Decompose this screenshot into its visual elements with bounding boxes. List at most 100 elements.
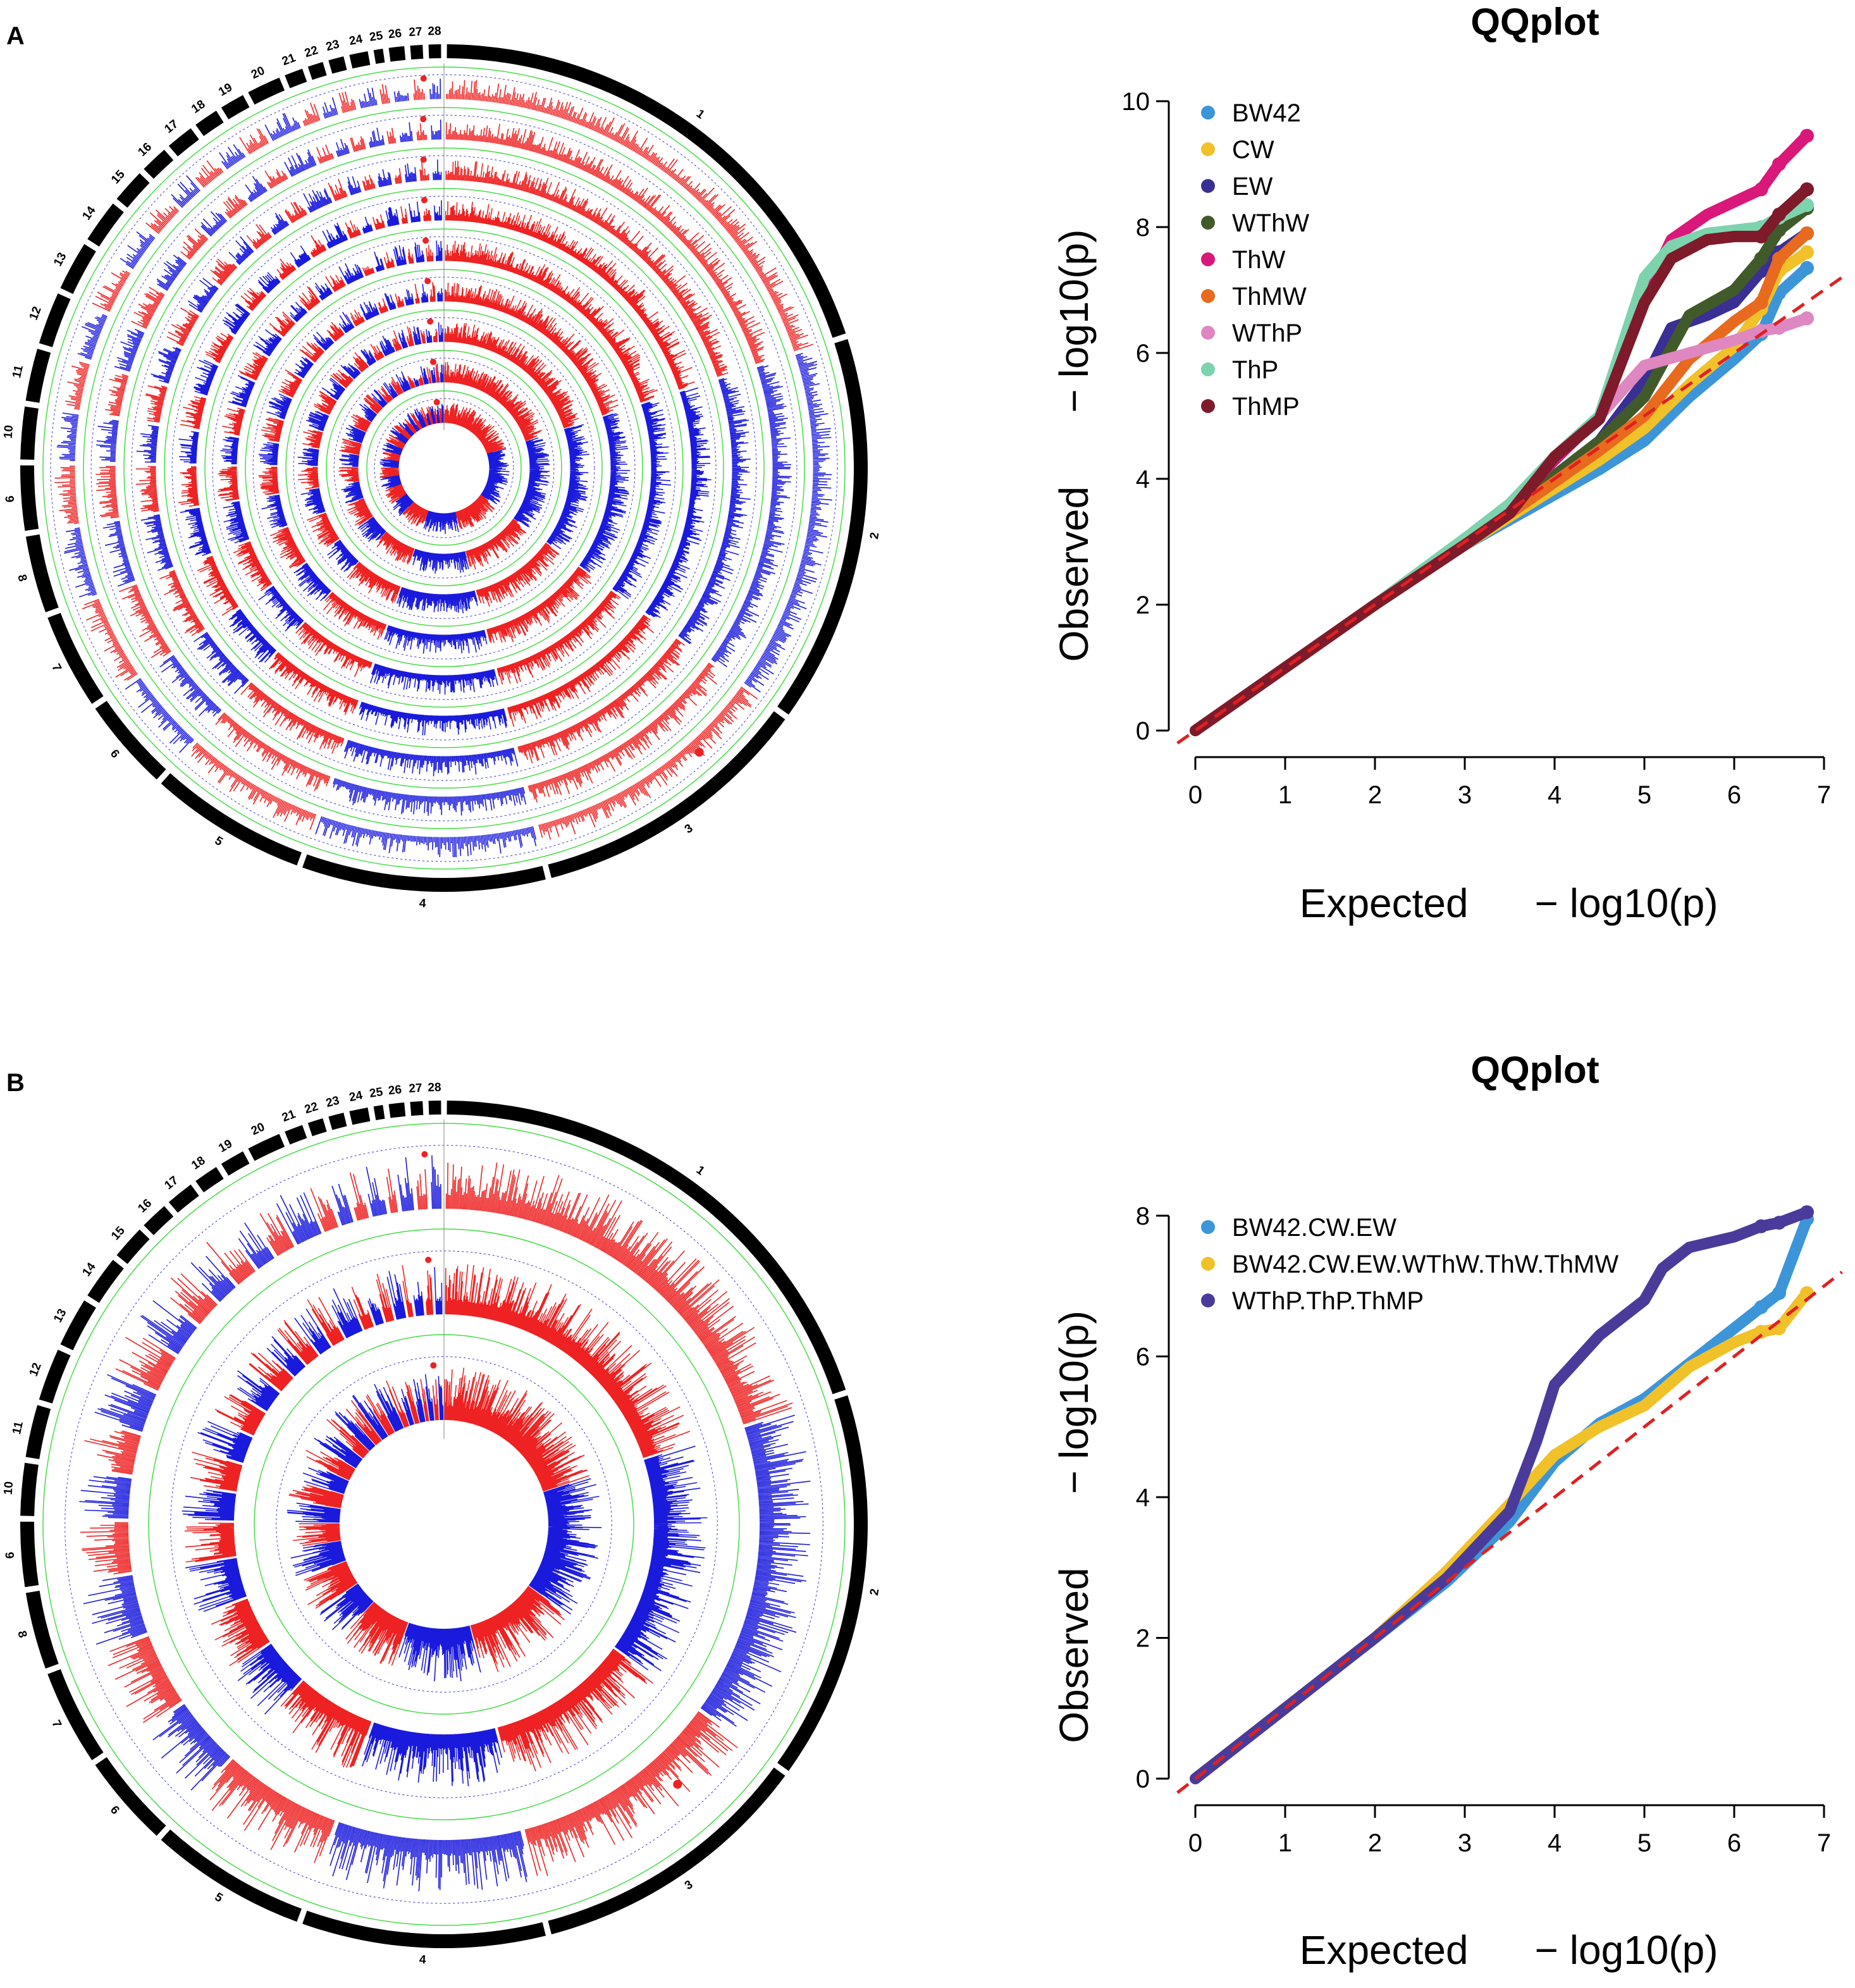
chromosome-band-26 (388, 1102, 406, 1118)
manhattan-bars-chr24 (385, 207, 400, 227)
manhattan-bars-chr6 (228, 608, 277, 663)
chromosome-band-19 (221, 95, 250, 120)
manhattan-bars-chr13 (115, 1337, 176, 1391)
manhattan-bars-chr10 (79, 1476, 132, 1519)
chromosome-label: 4 (419, 897, 426, 911)
y-tick-label: 0 (1136, 717, 1150, 745)
y-axis-label: Observed (1051, 486, 1097, 662)
manhattan-bars-chr9 (80, 1522, 132, 1575)
manhattan-bars-chr26 (400, 122, 413, 143)
manhattan-bars-chr8 (380, 474, 402, 489)
manhattan-bars-chr13 (166, 307, 200, 347)
manhattan-bars-chr14 (156, 254, 187, 291)
chromosome-band-17 (168, 128, 199, 157)
manhattan-bars-chr21 (351, 1287, 374, 1330)
x-tick-label: 0 (1188, 1829, 1202, 1857)
reference-line (1176, 1271, 1843, 1794)
x-tick-label: 2 (1368, 781, 1382, 809)
chromosome-band-15 (116, 1229, 150, 1264)
manhattan-bars-chr12 (151, 347, 182, 384)
manhattan-bars-chr23 (376, 1273, 395, 1323)
manhattan-bars-chr24 (378, 169, 392, 188)
manhattan-bars-chr25 (386, 1168, 398, 1214)
manhattan-bars-chr5 (215, 712, 331, 791)
x-tick-label: 3 (1458, 1829, 1472, 1857)
manhattan-bars-chr11 (180, 396, 207, 429)
x-tick-label: 1 (1278, 1829, 1292, 1857)
chromosome-label: 23 (324, 1094, 341, 1110)
manhattan-bars-chr14 (390, 427, 409, 445)
manhattan-bars-chr1 (444, 1368, 590, 1492)
chromosome-band-13 (60, 244, 96, 294)
manhattan-bars-chr14 (359, 404, 378, 423)
manhattan-bars-chr9 (178, 466, 199, 507)
manhattan-bars-chr7 (347, 498, 373, 526)
manhattan-bars-chr10 (178, 431, 199, 464)
x-axis-math: − log10(p) (1535, 1927, 1718, 1973)
manhattan-bars-chr28 (438, 322, 443, 342)
chromosome-label: 16 (135, 1197, 154, 1216)
chromosome-label: 2 (868, 1588, 882, 1596)
manhattan-bars-chr15 (249, 1352, 293, 1392)
manhattan-bars-chr12 (345, 424, 366, 443)
manhattan-bars-chr14 (120, 231, 156, 269)
manhattan-bars-chr19 (264, 169, 288, 189)
manhattan-bars-chr6 (319, 1583, 374, 1631)
suggestive-circle (170, 1250, 718, 1798)
manhattan-bars-chr5 (345, 1602, 409, 1666)
qq-series-ThMP (1190, 183, 1813, 736)
chromosome-label: 3 (682, 822, 696, 836)
chromosome-label: 26 (388, 27, 402, 41)
y-tick-label: 0 (1136, 1765, 1150, 1793)
manhattan-bars-chr23 (426, 406, 434, 425)
chromosome-band-11 (25, 349, 51, 403)
legend-marker (1201, 362, 1215, 376)
manhattan-bars-chr5 (323, 591, 387, 640)
manhattan-bars-chr2 (513, 437, 550, 528)
chromosome-band-14 (87, 203, 124, 247)
manhattan-bars-chr27 (416, 123, 428, 141)
peak-marker (425, 1256, 432, 1263)
qq-point (1772, 1286, 1786, 1300)
manhattan-bars-chr9 (338, 467, 360, 483)
manhattan-bars-chr1 (444, 362, 542, 441)
manhattan-bars-chr20 (322, 222, 348, 249)
manhattan-bars-chr5 (402, 501, 429, 526)
manhattan-bars-chr23 (350, 136, 366, 152)
manhattan-bars-chr7 (385, 483, 407, 504)
chromosome-label: 27 (409, 25, 422, 39)
manhattan-bars-chr4 (315, 816, 537, 858)
peak-marker (433, 398, 440, 405)
manhattan-bars-chr26 (409, 201, 421, 223)
manhattan-bars-chr2 (546, 424, 590, 550)
manhattan-bars-chr25 (426, 367, 432, 384)
peak-marker (420, 75, 427, 82)
manhattan-bars-chr24 (412, 326, 422, 345)
chromosome-band-20 (248, 1133, 285, 1161)
manhattan-bars-chr5 (280, 1680, 372, 1768)
manhattan-bars-chr15 (299, 342, 325, 363)
manhattan-bars-chr3 (517, 638, 686, 763)
legend-entry: CW (1232, 136, 1274, 164)
manhattan-bars-chr27 (416, 1169, 428, 1210)
manhattan-bars-chr21 (420, 407, 429, 427)
qq-point (1772, 157, 1786, 171)
chromosome-label: 19 (216, 1137, 235, 1156)
chromosome-band-15 (116, 173, 150, 208)
legend-entry: EW (1232, 173, 1273, 201)
manhattan-bars-chr2 (700, 1414, 811, 1727)
manhattan-bars-chr18 (352, 1395, 388, 1440)
chromosome-band-26 (388, 46, 406, 62)
manhattan-bars-chr26 (414, 242, 425, 263)
manhattan-bars-chr4 (333, 778, 527, 816)
manhattan-bars-chr23 (418, 375, 424, 386)
manhattan-bars-chr11 (382, 450, 401, 462)
manhattan-bars-chr22 (336, 139, 350, 157)
manhattan-bars-chr21 (316, 144, 334, 164)
manhattan-bars-chr25 (434, 408, 438, 424)
manhattan-bars-chr20 (379, 335, 396, 357)
manhattan-bars-chr7 (304, 1560, 358, 1609)
manhattan-bars-chr3 (507, 614, 655, 727)
manhattan-bars-chr23 (406, 326, 415, 347)
manhattan-bars-chr28 (433, 159, 442, 180)
